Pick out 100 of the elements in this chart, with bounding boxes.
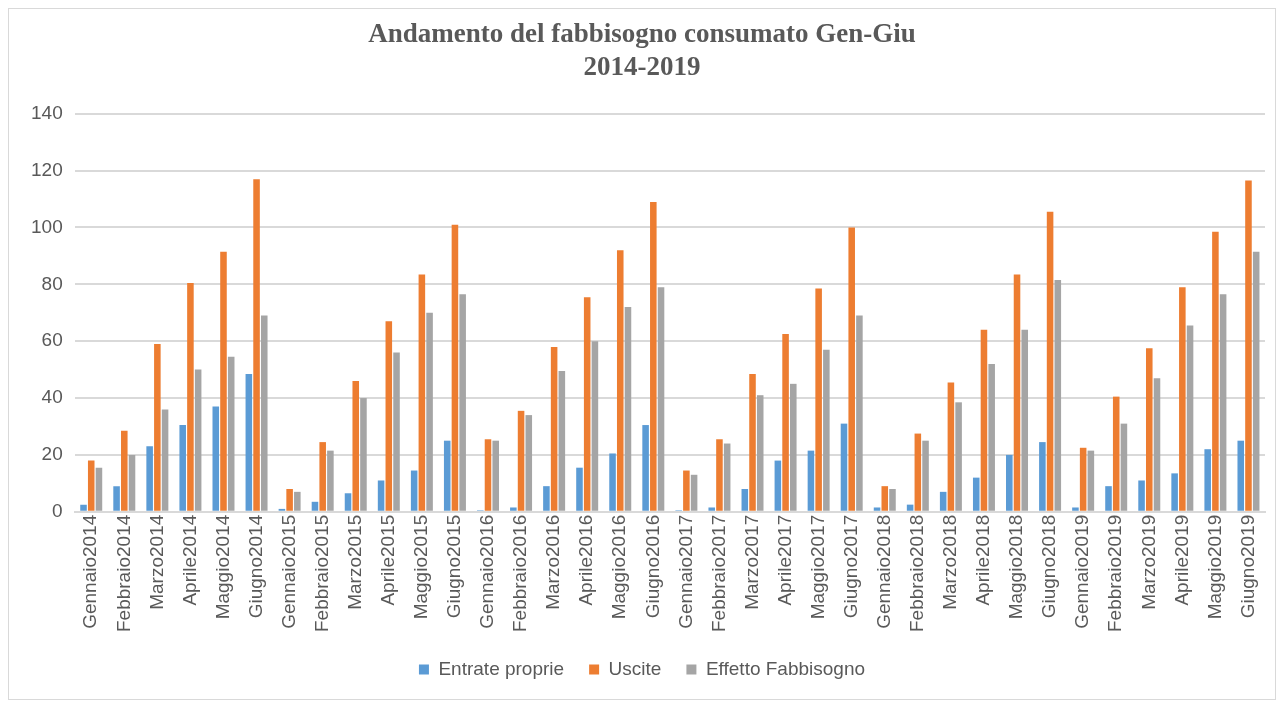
- text: 2014-2019: [583, 50, 701, 81]
- x-tick-label: Marzo2019: [1137, 514, 1159, 610]
- bar: [385, 321, 393, 511]
- y-tick-label: 120: [31, 158, 63, 180]
- bar: [790, 383, 797, 511]
- y-tick-label: 100: [31, 215, 63, 237]
- bar: [286, 489, 293, 511]
- x-tick-label: Febbraio2014: [112, 514, 134, 633]
- bar: [1120, 423, 1128, 511]
- bar: [583, 297, 591, 511]
- x-tick-label: Aprile2014: [178, 514, 200, 606]
- bar: [484, 439, 492, 511]
- bar: [113, 486, 120, 511]
- x-tick-label: Marzo2015: [343, 514, 365, 610]
- bar: [840, 423, 848, 511]
- bar: [161, 409, 169, 511]
- x-tick-label: Gennaio2014: [79, 514, 101, 629]
- x-tick-label: Giugno2016: [641, 514, 663, 619]
- bar: [642, 425, 649, 511]
- y-tick-label: 140: [31, 102, 63, 124]
- bar: [227, 356, 235, 511]
- x-tick-label: Gennaio2018: [873, 514, 894, 629]
- x-tick-label: Aprile2016: [575, 514, 597, 606]
- bar: [95, 467, 103, 511]
- x-tick-label: Giugno2017: [839, 514, 861, 619]
- bar: [881, 486, 889, 511]
- bar: [939, 491, 947, 511]
- bar: [352, 380, 360, 511]
- bar: [856, 315, 863, 511]
- bar: [1039, 442, 1046, 511]
- x-tick-label: Gennaio2016: [476, 514, 498, 629]
- bar: [128, 454, 136, 511]
- bar: [451, 224, 459, 511]
- x-tick-label: Gennaio2017: [674, 514, 696, 629]
- bar: [1138, 480, 1145, 511]
- bar: [741, 489, 749, 511]
- bar: [426, 312, 433, 511]
- bar: [774, 460, 782, 511]
- bar: [311, 501, 319, 511]
- x-tick-label: Febbraio2015: [310, 514, 332, 633]
- bar: [1054, 280, 1062, 511]
- y-tick-label: 40: [41, 386, 63, 408]
- bar: [1245, 180, 1252, 511]
- bar: [1237, 440, 1245, 511]
- x-tick-label: Giugno2019: [1236, 514, 1258, 619]
- x-tick-label: Maggio2016: [608, 514, 630, 620]
- bar: [1079, 447, 1087, 511]
- bar: [187, 282, 194, 511]
- bar: [690, 474, 698, 511]
- bar: [492, 440, 499, 511]
- bar: [410, 470, 418, 511]
- bar: [393, 352, 400, 511]
- bar: [749, 373, 756, 511]
- bar: [146, 446, 153, 511]
- text: Andamento del fabbisogno consumato Gen-Giu: [368, 18, 916, 49]
- bar: [1006, 454, 1013, 511]
- y-tick-label: 20: [41, 443, 63, 465]
- bar: [972, 477, 980, 511]
- bar: [327, 450, 334, 511]
- bar: [1219, 294, 1227, 511]
- bar: [319, 442, 326, 511]
- x-tick-label: Marzo2017: [740, 514, 762, 610]
- x-tick-label: Aprile2019: [1170, 514, 1192, 606]
- x-tick-label: Gennaio2015: [277, 514, 299, 629]
- bar: [1252, 251, 1260, 511]
- bar: [260, 315, 268, 511]
- x-tick-label: Giugno2015: [443, 514, 465, 619]
- bar: [988, 363, 995, 511]
- bar: [708, 507, 716, 511]
- bar: [550, 346, 558, 511]
- bar: [873, 507, 881, 511]
- bar: [245, 373, 253, 511]
- legend-label: Effetto Fabbisogno: [705, 657, 866, 679]
- bar: [194, 369, 202, 511]
- bar: [154, 344, 161, 511]
- bar: [657, 287, 665, 511]
- x-tick-label: Marzo2016: [542, 514, 564, 610]
- bar: [459, 294, 466, 511]
- bar: [510, 507, 517, 511]
- bar: [914, 433, 922, 511]
- x-tick-label: Marzo2014: [145, 514, 167, 610]
- x-tick-label: Aprile2018: [972, 514, 994, 606]
- bar: [220, 251, 227, 511]
- bar: [723, 443, 731, 511]
- bar: [650, 201, 657, 511]
- bar: [815, 288, 822, 511]
- bar: [543, 486, 550, 511]
- bar: [1212, 231, 1219, 511]
- y-tick-label: 0: [52, 499, 63, 521]
- bar: [1021, 329, 1029, 511]
- x-tick-label: Marzo2018: [939, 514, 961, 610]
- x-tick-label: Giugno2014: [244, 514, 266, 619]
- bar: [1072, 507, 1079, 511]
- bar: [253, 179, 260, 511]
- bar: [80, 504, 87, 511]
- x-tick-label: Febbraio2018: [906, 514, 928, 633]
- bar: [360, 398, 367, 511]
- bar: [1186, 325, 1194, 511]
- bar: [848, 227, 855, 511]
- bar: [1046, 211, 1054, 511]
